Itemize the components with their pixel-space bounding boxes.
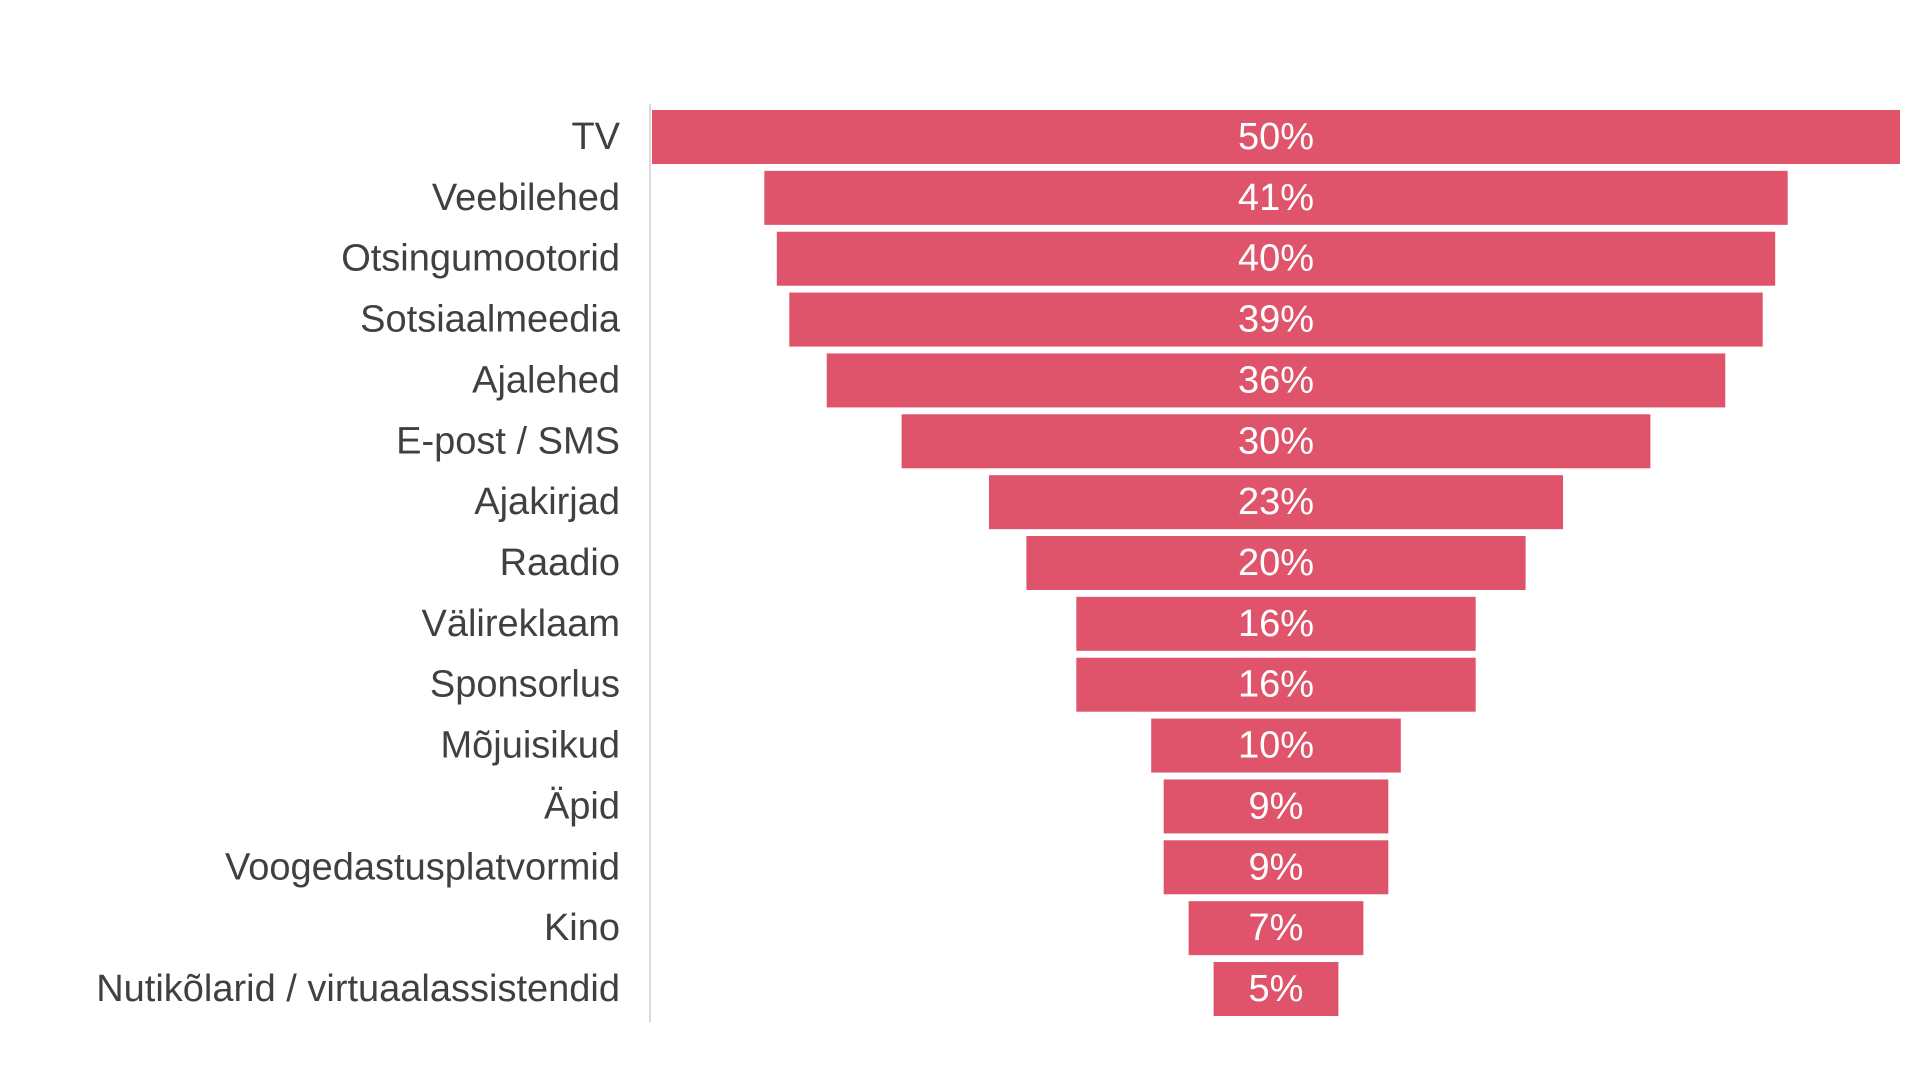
data-label: 9% xyxy=(1249,846,1304,888)
bar xyxy=(1151,718,1401,773)
category-labels-group: TV Veebilehed Otsingumootorid Sotsiaalmeedi… xyxy=(96,116,621,1010)
category-label: Sponsorlus xyxy=(430,664,620,706)
data-label: 16% xyxy=(1238,664,1314,706)
bar xyxy=(764,170,1788,225)
data-label: 10% xyxy=(1238,725,1314,767)
category-label: TV xyxy=(571,116,620,158)
data-label: 5% xyxy=(1249,968,1304,1010)
bar xyxy=(901,414,1651,469)
data-label: 41% xyxy=(1238,177,1314,219)
bar xyxy=(1163,779,1389,834)
data-label: 30% xyxy=(1238,420,1314,462)
category-label: Ajakirjad xyxy=(474,481,620,523)
bar xyxy=(652,110,1900,164)
bar xyxy=(1076,596,1476,651)
data-label: 16% xyxy=(1238,603,1314,645)
category-label: Voogedastusplatvormid xyxy=(225,846,620,888)
category-label: Ajalehed xyxy=(472,359,620,401)
bar xyxy=(776,231,1776,286)
data-label: 39% xyxy=(1238,299,1314,341)
bar xyxy=(826,353,1726,408)
category-label: E-post / SMS xyxy=(396,420,620,462)
data-label: 9% xyxy=(1249,785,1304,827)
category-label: Kino xyxy=(544,907,620,949)
category-label: Äpid xyxy=(544,785,620,827)
category-label: Mõjuisikud xyxy=(440,725,620,767)
category-label: Raadio xyxy=(500,542,620,584)
bar xyxy=(1026,536,1526,590)
category-label: Sotsiaalmeedia xyxy=(360,299,621,341)
bars-group xyxy=(652,110,1900,1016)
bar xyxy=(1188,901,1364,956)
category-label: Otsingumootorid xyxy=(341,238,620,280)
bar xyxy=(1076,657,1476,712)
data-label: 20% xyxy=(1238,542,1314,584)
data-label: 23% xyxy=(1238,481,1314,523)
value-labels-group: 50% 41% 40% 39% 36% 30% 23% 20% 16% 16% 10% 9% 9% 7% 5… xyxy=(1238,116,1314,1010)
data-label: 36% xyxy=(1238,359,1314,401)
bar xyxy=(1213,962,1339,1016)
category-label: Veebilehed xyxy=(432,177,620,219)
bar xyxy=(988,475,1564,530)
data-label: 50% xyxy=(1238,116,1314,158)
category-label: Välireklaam xyxy=(421,603,620,645)
bar xyxy=(789,292,1763,347)
data-label: 40% xyxy=(1238,238,1314,280)
category-label: Nutikõlarid / virtuaalassistendid xyxy=(96,968,620,1010)
data-label: 7% xyxy=(1249,907,1304,949)
bar xyxy=(1163,840,1389,895)
